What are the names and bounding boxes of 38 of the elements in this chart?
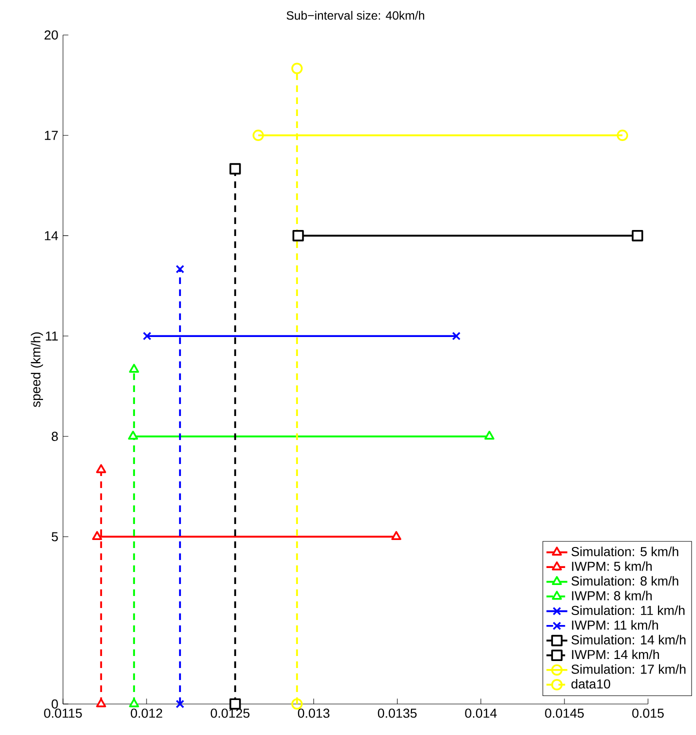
x-tick-label: 0.014 xyxy=(465,708,497,718)
point xyxy=(176,264,184,274)
legend-label: data10 xyxy=(571,678,610,689)
point xyxy=(291,62,303,74)
legend-label: Simulation: 14 km/h xyxy=(572,634,686,644)
y-axis-title: speed (km/h) xyxy=(30,332,44,408)
point xyxy=(252,130,264,142)
point xyxy=(229,163,241,174)
legend-label: IWPM: 5 km/h xyxy=(572,561,652,571)
chart-title: Sub−interval size: 40km/h xyxy=(286,10,424,20)
x-tick-label: 0.015 xyxy=(632,708,664,718)
x-tick-label: 0.0125 xyxy=(210,708,250,718)
point xyxy=(176,700,184,708)
x-tick-label: 0.012 xyxy=(130,708,162,718)
x-tick-label: 0.013 xyxy=(298,708,330,718)
point xyxy=(452,332,461,340)
point xyxy=(632,230,644,242)
legend-label: Simulation: 8 km/h xyxy=(572,576,678,586)
y-tick-label: 11 xyxy=(46,332,58,341)
x-tick-label: 0.0145 xyxy=(545,708,584,718)
y-tick-label: 14 xyxy=(44,231,58,240)
legend-label: Simulation: 5 km/h xyxy=(572,546,678,556)
x-tick-label: 0.0115 xyxy=(44,708,82,718)
legend-label: IWPM: 14 km/h xyxy=(572,650,659,660)
point xyxy=(616,130,628,142)
y-tick-label: 8 xyxy=(52,432,58,441)
point xyxy=(292,230,304,242)
y-tick-label: 20 xyxy=(44,30,58,40)
x-tick-label: 0.0135 xyxy=(378,708,417,718)
y-tick-label: 0 xyxy=(52,699,58,709)
point xyxy=(291,698,303,710)
legend-label: IWPM: 11 km/h xyxy=(572,620,658,630)
y-tick-label: 17 xyxy=(44,130,58,140)
legend-label: Simulation: 17 km/h xyxy=(572,664,686,674)
point xyxy=(142,332,152,340)
legend-label: IWPM: 8 km/h xyxy=(572,590,652,600)
legend-label: Simulation: 11 km/h xyxy=(572,605,684,616)
y-tick-label: 5 xyxy=(52,532,58,542)
